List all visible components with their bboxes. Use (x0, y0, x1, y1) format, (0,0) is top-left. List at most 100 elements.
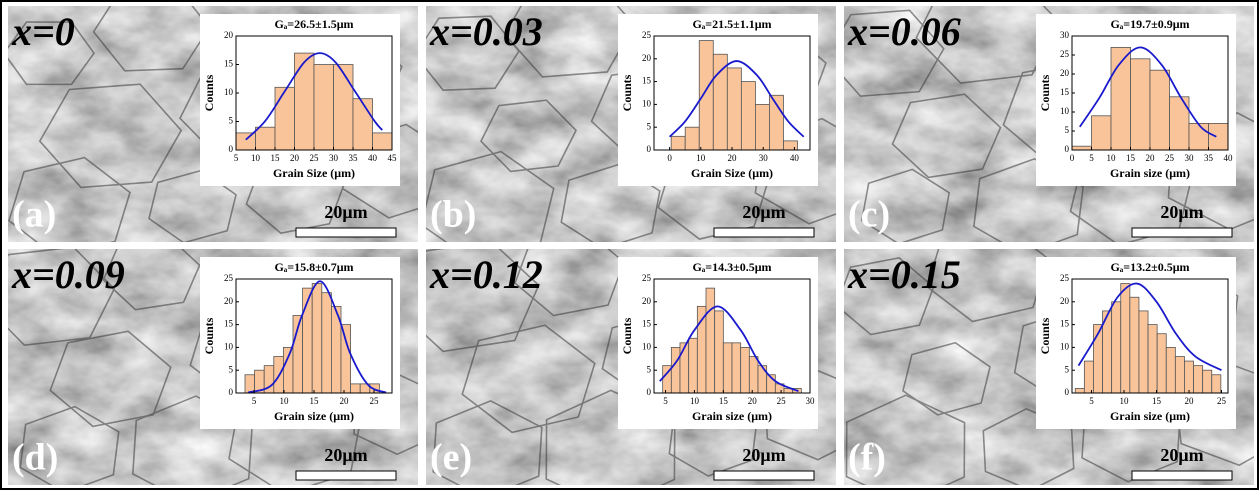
composition-label: x=0 (11, 9, 75, 54)
histogram-bar (715, 311, 724, 393)
histogram-bar (295, 53, 315, 150)
x-tick-label: 40 (368, 153, 378, 163)
scale-bar (1132, 471, 1232, 480)
x-tick-label: 25 (1217, 396, 1227, 406)
x-tick-label: 0 (1070, 153, 1075, 163)
inset-title: Gₐ=19.7±0.9μm (1110, 17, 1189, 31)
histogram-bar (245, 375, 255, 393)
y-tick-label: 10 (224, 87, 234, 97)
composition-label: x=0.06 (847, 9, 961, 54)
panel-label: (a) (12, 194, 56, 236)
y-tick-label: 15 (642, 76, 652, 86)
y-tick-label: 15 (224, 59, 234, 69)
x-tick-label: 10 (1107, 153, 1117, 163)
histogram-bar (1189, 123, 1209, 150)
x-tick-label: 5 (252, 396, 257, 406)
histogram-bar (727, 68, 741, 150)
histogram-bar (256, 127, 276, 150)
scale-bar-label: 20μm (1160, 202, 1203, 222)
y-tick-label: 10 (642, 98, 652, 108)
histogram-bar (373, 133, 393, 150)
x-tick-label: 30 (806, 396, 816, 406)
histogram-bar (706, 288, 715, 393)
histogram-bar (1212, 375, 1221, 393)
histogram-bar (1166, 347, 1175, 393)
x-tick-label: 15 (310, 396, 320, 406)
histogram-bar (1075, 388, 1084, 393)
panel-label: (b) (430, 194, 476, 236)
histogram-bar (741, 347, 750, 393)
x-tick-label: 10 (1120, 396, 1130, 406)
y-tick-label: 5 (229, 364, 234, 374)
y-tick-label: 20 (1060, 296, 1070, 306)
composition-label: x=0.03 (429, 9, 543, 54)
histogram-bar (723, 343, 732, 393)
y-tick-label: 10 (224, 341, 234, 351)
histogram-bar (341, 325, 351, 393)
histogram-bar (749, 357, 758, 393)
x-tick-label: 0 (667, 153, 672, 163)
x-tick-label: 20 (340, 396, 350, 406)
histogram-bar (1175, 357, 1184, 393)
y-tick-label: 0 (229, 144, 234, 154)
x-axis-label: Grain size (μm) (692, 409, 772, 423)
scale-bar-label: 20μm (742, 445, 785, 465)
histogram-bar (741, 82, 755, 150)
composition-label: x=0.15 (847, 252, 961, 297)
x-axis-label: Grain size (μm) (274, 409, 354, 423)
y-tick-label: 10 (1060, 341, 1070, 351)
y-axis-label: Counts (1038, 317, 1052, 354)
x-tick-label: 40 (1224, 153, 1234, 163)
histogram-bar (1121, 284, 1130, 393)
x-tick-label: 25 (370, 396, 380, 406)
x-tick-label: 15 (1152, 396, 1162, 406)
x-tick-label: 15 (719, 396, 729, 406)
y-tick-label: 0 (1065, 387, 1070, 397)
histogram-bar (713, 54, 727, 150)
y-tick-label: 30 (1060, 30, 1070, 40)
scale-bar (1132, 228, 1232, 237)
x-tick-label: 20 (748, 396, 758, 406)
scale-bar-label: 20μm (324, 445, 367, 465)
histogram-bar (353, 99, 373, 150)
histogram-bar (671, 136, 685, 150)
histogram-bar (1084, 361, 1093, 393)
histogram-bar (1209, 123, 1229, 150)
histogram-bar (322, 293, 332, 393)
scale-bar-label: 20μm (324, 202, 367, 222)
y-tick-label: 5 (1065, 364, 1070, 374)
panel-label: (e) (430, 437, 472, 479)
x-tick-label: 5 (1089, 396, 1094, 406)
x-axis-label: Grain size (μm) (1110, 166, 1190, 180)
x-axis-label: Grain size (μm) (1110, 409, 1190, 423)
panel-label: (c) (848, 194, 890, 236)
y-tick-label: 5 (1065, 125, 1070, 135)
y-tick-label: 5 (647, 364, 652, 374)
y-tick-label: 15 (224, 319, 234, 329)
x-tick-label: 35 (349, 153, 359, 163)
y-tick-label: 0 (1065, 144, 1070, 154)
x-tick-label: 5 (234, 153, 239, 163)
y-tick-label: 0 (647, 144, 652, 154)
y-axis-label: Counts (202, 317, 216, 354)
x-tick-label: 5 (1089, 153, 1094, 163)
x-tick-label: 10 (251, 153, 261, 163)
y-tick-label: 0 (229, 387, 234, 397)
y-tick-label: 20 (224, 30, 234, 40)
y-tick-label: 25 (642, 30, 652, 40)
histogram-bar (1130, 297, 1139, 393)
y-tick-label: 20 (1060, 68, 1070, 78)
y-tick-label: 20 (642, 53, 652, 63)
y-tick-label: 5 (647, 121, 652, 131)
histogram-bar (680, 343, 689, 393)
x-tick-label: 5 (663, 396, 668, 406)
x-tick-label: 10 (696, 153, 706, 163)
histogram-bar (1203, 370, 1212, 393)
y-tick-label: 25 (1060, 49, 1070, 59)
histogram-bar (783, 141, 797, 150)
y-tick-label: 15 (1060, 319, 1070, 329)
histogram-bar (671, 347, 680, 393)
composition-label: x=0.12 (429, 252, 543, 297)
histogram-bar (314, 65, 334, 151)
histogram-bar (1072, 146, 1092, 150)
